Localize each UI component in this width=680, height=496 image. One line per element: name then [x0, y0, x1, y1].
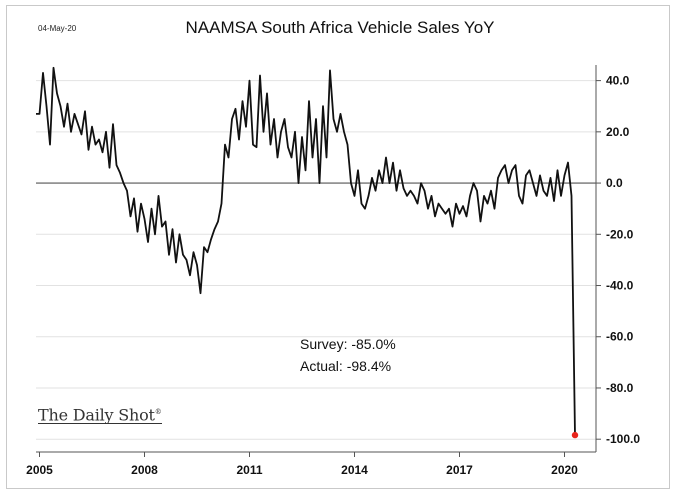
- y-tick-label: -60.0: [606, 330, 634, 344]
- y-tick-label: -80.0: [606, 381, 634, 395]
- daily-shot-logo: The Daily Shot®: [38, 405, 162, 425]
- x-tick-label: 2020: [551, 463, 578, 477]
- y-tick-labels: 40.0 20.0 0.0 -20.0 -40.0 -60.0 -80.0 -100.0: [606, 74, 640, 447]
- axes: [36, 65, 601, 457]
- series-layer: [36, 66, 579, 439]
- x-tick-labels: 2005 2008 2011 2014 2017 2020: [26, 463, 578, 477]
- y-tick-label: 40.0: [606, 74, 630, 88]
- x-tick-label: 2014: [341, 463, 368, 477]
- actual-marker: [571, 431, 579, 439]
- x-tick-label: 2008: [131, 463, 158, 477]
- annotation-actual: Actual: -98.4%: [300, 358, 391, 374]
- date-stamp: 04-May-20: [38, 24, 77, 33]
- chart-frame: [6, 5, 670, 489]
- y-tick-label: 0.0: [606, 176, 623, 190]
- y-tick-label: -20.0: [606, 227, 634, 241]
- grid-lines: [36, 80, 596, 440]
- x-tick-label: 2017: [446, 463, 473, 477]
- y-tick-label: -40.0: [606, 279, 634, 293]
- x-tick-label: 2011: [236, 463, 262, 477]
- series-line-yoy: [36, 66, 576, 436]
- y-tick-label: 20.0: [606, 125, 630, 139]
- chart-title: NAAMSA South Africa Vehicle Sales YoY: [185, 18, 495, 37]
- y-tick-label: -100.0: [606, 432, 640, 446]
- x-tick-label: 2005: [26, 463, 53, 477]
- annotation-survey: Survey: -85.0%: [300, 336, 396, 352]
